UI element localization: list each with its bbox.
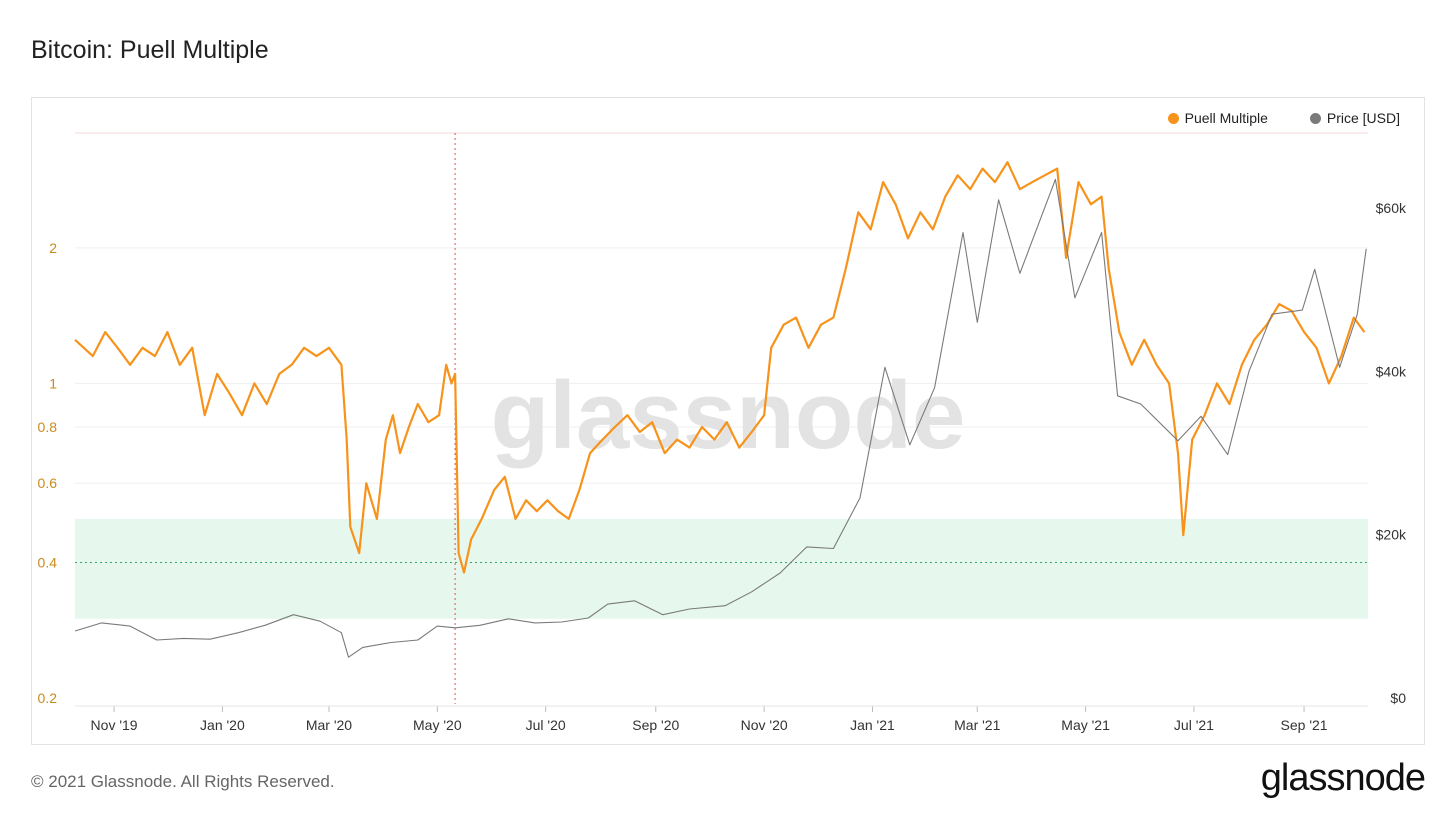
x-tick-label: Nov '20	[741, 717, 788, 733]
x-tick-label: Sep '21	[1281, 717, 1328, 733]
left-tick-label: 0.2	[38, 690, 58, 706]
x-tick-label: Sep '20	[632, 717, 679, 733]
glassnode-watermark: glassnode	[491, 362, 966, 469]
left-tick-label: 1	[49, 375, 57, 391]
left-tick-label: 2	[49, 240, 57, 256]
x-tick-label: May '21	[1061, 717, 1110, 733]
x-tick-label: May '20	[413, 717, 462, 733]
left-tick-label: 0.6	[38, 475, 58, 491]
x-tick-label: Jan '20	[200, 717, 245, 733]
chart-panel	[31, 97, 1425, 745]
page-title: Bitcoin: Puell Multiple	[31, 36, 269, 64]
x-tick-label: Nov '19	[91, 717, 138, 733]
legend-item-puell[interactable]: Puell Multiple	[1167, 110, 1268, 126]
right-tick-label: $40k	[1376, 363, 1407, 379]
puell-legend-dot	[1167, 112, 1179, 124]
legend-label-price: Price [USD]	[1326, 110, 1400, 126]
legend-label-puell: Puell Multiple	[1184, 110, 1268, 126]
legend-item-price[interactable]: Price [USD]	[1309, 110, 1400, 126]
right-tick-label: $0	[1390, 690, 1406, 706]
x-tick-label: Mar '20	[306, 717, 352, 733]
x-tick-label: Jul '20	[526, 717, 566, 733]
puell-multiple-line	[74, 161, 1366, 574]
left-tick-label: 0.4	[38, 555, 58, 571]
right-tick-label: $60k	[1376, 200, 1407, 216]
legend: Puell Multiple Price [USD]	[1167, 110, 1400, 126]
right-tick-label: $20k	[1376, 527, 1407, 543]
x-tick-label: Jul '21	[1174, 717, 1214, 733]
puell-low-band	[75, 518, 1368, 619]
price-legend-dot	[1309, 112, 1321, 124]
left-tick-label: 0.8	[38, 419, 58, 435]
x-tick-label: Mar '21	[954, 717, 1000, 733]
price-usd-line	[74, 178, 1367, 658]
glassnode-logo: glassnode	[1260, 757, 1426, 799]
copyright-footer: © 2021 Glassnode. All Rights Reserved.	[31, 772, 335, 791]
x-tick-label: Jan '21	[850, 717, 895, 733]
